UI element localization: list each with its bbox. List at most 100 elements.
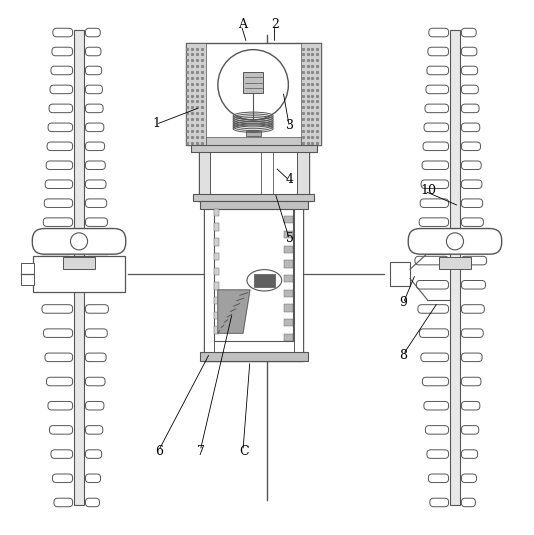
Bar <box>206 137 301 144</box>
FancyBboxPatch shape <box>85 256 111 265</box>
FancyBboxPatch shape <box>422 377 449 386</box>
Text: A: A <box>238 18 247 31</box>
FancyBboxPatch shape <box>43 329 73 338</box>
FancyBboxPatch shape <box>85 85 103 94</box>
FancyBboxPatch shape <box>461 142 481 150</box>
Bar <box>214 209 219 216</box>
Bar <box>450 30 460 505</box>
Text: 4: 4 <box>286 173 294 186</box>
Bar <box>254 274 275 287</box>
Text: 3: 3 <box>286 119 294 133</box>
FancyBboxPatch shape <box>461 104 479 113</box>
FancyBboxPatch shape <box>32 228 126 254</box>
FancyBboxPatch shape <box>419 218 449 226</box>
FancyBboxPatch shape <box>85 66 101 75</box>
FancyBboxPatch shape <box>461 47 477 56</box>
FancyBboxPatch shape <box>461 498 475 507</box>
FancyBboxPatch shape <box>419 329 449 338</box>
FancyBboxPatch shape <box>51 66 73 75</box>
Bar <box>204 209 214 353</box>
FancyBboxPatch shape <box>85 28 100 37</box>
FancyBboxPatch shape <box>46 161 73 170</box>
FancyBboxPatch shape <box>461 123 480 132</box>
Bar <box>243 72 263 94</box>
FancyBboxPatch shape <box>461 426 479 434</box>
FancyBboxPatch shape <box>418 305 449 313</box>
FancyBboxPatch shape <box>85 47 101 56</box>
Polygon shape <box>218 290 250 333</box>
FancyBboxPatch shape <box>424 123 449 132</box>
Bar <box>284 334 293 341</box>
FancyBboxPatch shape <box>85 104 103 113</box>
FancyBboxPatch shape <box>50 426 73 434</box>
FancyBboxPatch shape <box>52 47 73 56</box>
FancyBboxPatch shape <box>44 199 73 208</box>
Bar <box>284 289 293 297</box>
FancyBboxPatch shape <box>461 199 483 208</box>
FancyBboxPatch shape <box>46 377 73 386</box>
FancyBboxPatch shape <box>48 123 73 132</box>
Bar <box>63 257 95 269</box>
FancyBboxPatch shape <box>427 66 449 75</box>
Bar <box>294 209 303 353</box>
FancyBboxPatch shape <box>415 256 449 265</box>
FancyBboxPatch shape <box>50 85 73 94</box>
FancyBboxPatch shape <box>52 474 73 483</box>
FancyBboxPatch shape <box>45 180 73 188</box>
FancyBboxPatch shape <box>461 377 481 386</box>
Bar <box>214 312 219 319</box>
Bar <box>284 216 293 224</box>
Bar <box>439 257 471 269</box>
Circle shape <box>446 233 464 250</box>
Bar <box>214 209 293 341</box>
FancyBboxPatch shape <box>85 305 108 313</box>
FancyBboxPatch shape <box>45 353 73 362</box>
FancyBboxPatch shape <box>430 498 449 507</box>
FancyBboxPatch shape <box>461 305 484 313</box>
FancyBboxPatch shape <box>421 180 449 188</box>
FancyBboxPatch shape <box>85 353 106 362</box>
Bar <box>200 353 308 361</box>
Ellipse shape <box>247 270 282 291</box>
FancyBboxPatch shape <box>51 450 73 458</box>
FancyBboxPatch shape <box>39 256 73 265</box>
FancyBboxPatch shape <box>85 142 105 150</box>
FancyBboxPatch shape <box>461 66 477 75</box>
Bar <box>284 260 293 268</box>
FancyBboxPatch shape <box>420 199 449 208</box>
Circle shape <box>70 233 88 250</box>
FancyBboxPatch shape <box>461 353 482 362</box>
Bar <box>297 144 309 201</box>
Bar <box>200 201 308 209</box>
FancyBboxPatch shape <box>423 142 449 150</box>
FancyBboxPatch shape <box>85 218 107 226</box>
Text: 2: 2 <box>271 18 279 31</box>
FancyBboxPatch shape <box>461 474 476 483</box>
FancyBboxPatch shape <box>85 450 101 458</box>
Circle shape <box>218 50 288 120</box>
FancyBboxPatch shape <box>85 199 107 208</box>
Bar <box>214 282 219 289</box>
FancyBboxPatch shape <box>427 450 449 458</box>
Bar <box>74 30 84 505</box>
FancyBboxPatch shape <box>47 142 73 150</box>
FancyBboxPatch shape <box>85 329 107 338</box>
FancyBboxPatch shape <box>461 401 480 410</box>
Text: 1: 1 <box>152 117 160 130</box>
Bar <box>284 231 293 238</box>
FancyBboxPatch shape <box>85 401 104 410</box>
Bar <box>284 304 293 312</box>
FancyBboxPatch shape <box>425 104 449 113</box>
FancyBboxPatch shape <box>461 85 478 94</box>
FancyBboxPatch shape <box>421 353 449 362</box>
FancyBboxPatch shape <box>49 104 73 113</box>
FancyBboxPatch shape <box>43 218 73 226</box>
FancyBboxPatch shape <box>408 228 502 254</box>
Bar <box>199 144 210 201</box>
FancyBboxPatch shape <box>461 329 483 338</box>
Bar <box>284 275 293 282</box>
FancyBboxPatch shape <box>429 28 449 37</box>
FancyBboxPatch shape <box>85 426 103 434</box>
Text: 6: 6 <box>155 445 163 458</box>
Bar <box>390 262 410 286</box>
